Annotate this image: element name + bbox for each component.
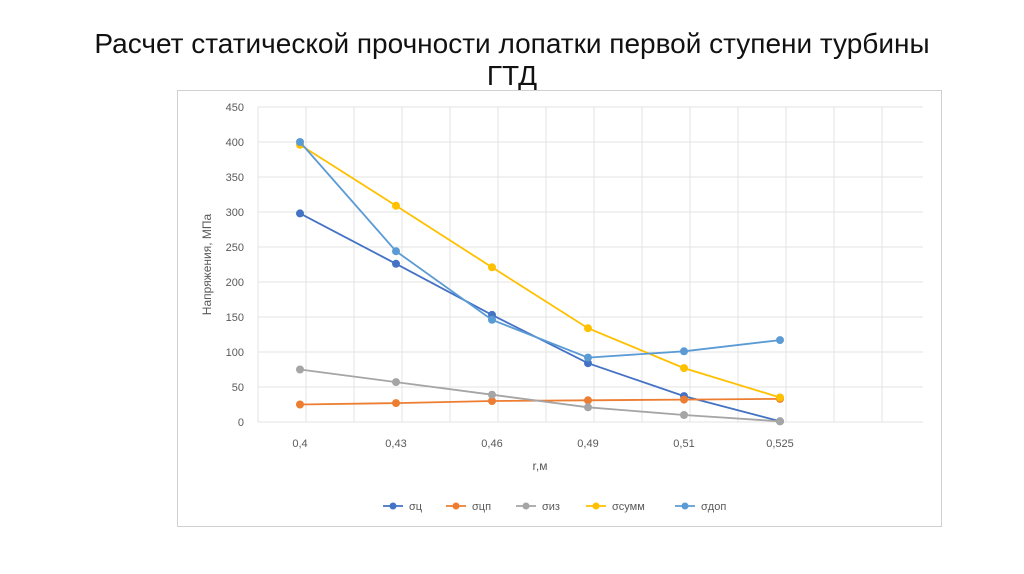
y-tick-label: 0 <box>238 417 244 429</box>
legend-swatch-marker <box>681 502 689 510</box>
series-line <box>299 141 781 359</box>
data-point <box>584 324 592 333</box>
data-point <box>296 400 304 409</box>
data-point <box>680 395 688 404</box>
data-point <box>488 390 496 399</box>
slide-title-line-2: ГТД <box>486 60 538 91</box>
y-tick-label: 100 <box>226 347 244 359</box>
chart-area: 0 50 100 150 200 250 300 350 400 450 0,4 0,43 0,46 0… <box>177 90 942 527</box>
data-point <box>488 263 496 272</box>
legend-item: σдоп <box>675 501 726 513</box>
y-tick-label: 200 <box>226 277 244 289</box>
data-point <box>296 138 304 146</box>
data-point <box>776 393 784 402</box>
slide-title: Расчет статической прочности лопатки пер… <box>40 28 984 92</box>
legend-label: σиз <box>542 501 560 513</box>
x-tick-label: 0,4 <box>292 438 307 450</box>
data-point <box>488 315 496 324</box>
y-axis-title: Напряжения, МПа <box>200 213 214 315</box>
legend-item: σц <box>383 501 423 513</box>
grid-lines <box>257 106 923 423</box>
y-tick-label: 150 <box>226 312 244 324</box>
x-axis-title: r,м <box>533 459 548 473</box>
x-tick-label: 0,49 <box>577 438 598 450</box>
data-point <box>776 417 784 426</box>
data-point <box>680 364 688 373</box>
y-tick-label: 400 <box>226 137 244 149</box>
y-tick-labels: 0 50 100 150 200 250 300 350 400 450 <box>226 102 244 429</box>
series-line <box>299 368 781 423</box>
series-lines <box>296 138 784 426</box>
data-point <box>680 347 688 356</box>
legend-swatch-marker <box>522 502 530 510</box>
legend-swatch-marker <box>592 502 600 510</box>
y-tick-label: 350 <box>226 172 244 184</box>
slide-title-line-1: Расчет статической прочности лопатки пер… <box>94 28 930 59</box>
data-point <box>392 259 400 268</box>
series-σсумм <box>296 140 784 402</box>
data-point <box>392 247 400 256</box>
data-point <box>776 336 784 345</box>
data-point <box>584 353 592 362</box>
legend: σц σцп σиз σсумм σдоп <box>383 501 726 513</box>
series-σиз <box>296 365 784 426</box>
legend-label: σсумм <box>612 501 645 513</box>
data-point <box>584 396 592 405</box>
series-line <box>299 144 781 399</box>
x-tick-label: 0,51 <box>673 438 694 450</box>
series-σдоп <box>296 138 784 362</box>
data-point <box>584 403 592 412</box>
y-tick-label: 50 <box>232 382 244 394</box>
data-point <box>296 209 304 218</box>
legend-item: σцп <box>446 501 491 513</box>
data-point <box>488 397 496 405</box>
legend-label: σц <box>409 501 423 513</box>
x-tick-label: 0,525 <box>766 438 794 450</box>
legend-swatch-marker <box>452 502 460 510</box>
data-point <box>392 399 400 408</box>
legend-label: σцп <box>472 501 491 513</box>
y-tick-label: 450 <box>226 102 244 114</box>
data-point <box>680 411 688 419</box>
y-tick-label: 300 <box>226 207 244 219</box>
x-tick-label: 0,43 <box>385 438 406 450</box>
legend-item: σиз <box>516 501 560 513</box>
data-point <box>392 201 400 210</box>
data-point <box>296 365 304 374</box>
legend-swatch-marker <box>389 502 397 510</box>
y-tick-label: 250 <box>226 242 244 254</box>
x-tick-label: 0,46 <box>481 438 502 450</box>
legend-label: σдоп <box>701 501 726 513</box>
legend-item: σсумм <box>586 501 645 513</box>
data-point <box>392 378 400 387</box>
data-point <box>584 359 592 368</box>
x-tick-labels: 0,4 0,43 0,46 0,49 0,51 0,525 <box>292 438 793 450</box>
